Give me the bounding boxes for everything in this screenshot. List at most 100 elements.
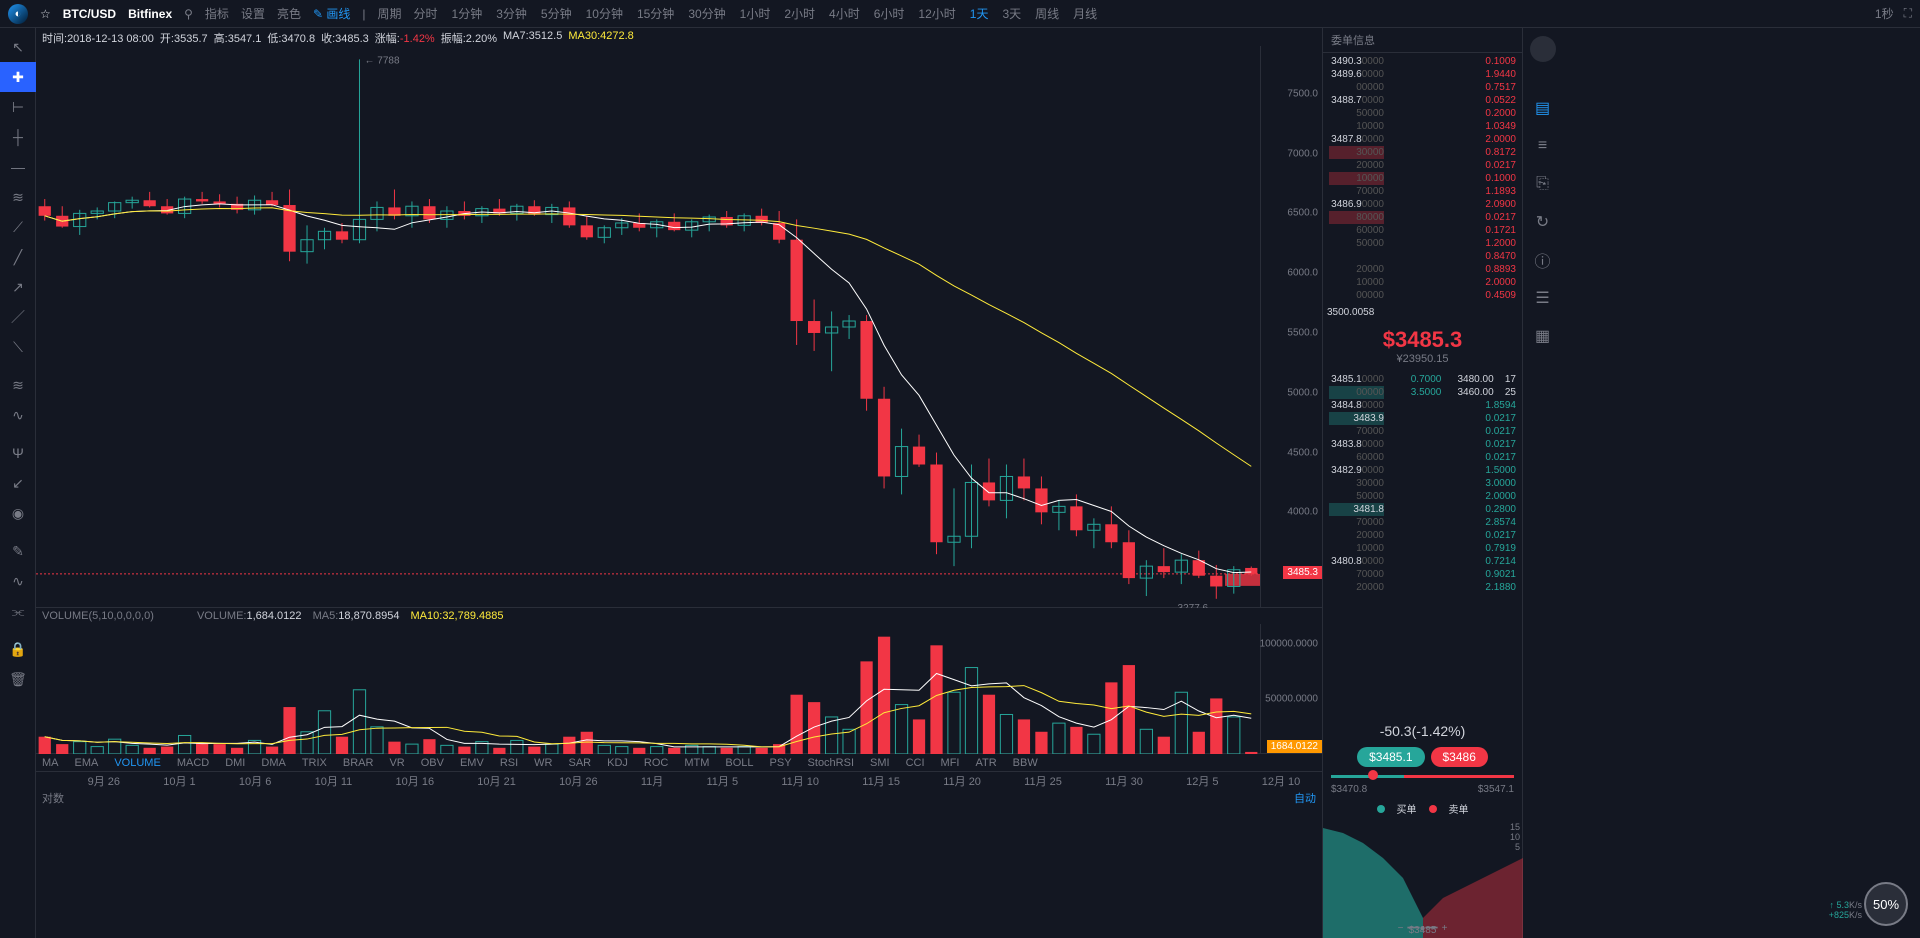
timeframe-3分钟[interactable]: 3分钟 [496,5,527,22]
panel-share-icon[interactable]: ↻ [1529,208,1557,236]
indicator-EMA[interactable]: EMA [75,757,99,769]
crosshair-tool[interactable]: ✚ [0,62,36,92]
speed-indicator: ↑ 5.3K/s +825K/s [1829,900,1862,920]
timeframe-分时[interactable]: 分时 [414,5,438,22]
indicator-SMI[interactable]: SMI [870,757,890,769]
indicator-StochRSI[interactable]: StochRSI [808,757,854,769]
fullscreen-icon[interactable]: ⛶ [1904,6,1912,21]
ray-tool[interactable]: ⟋ [0,212,36,242]
scale-log[interactable]: 对数 [42,790,64,806]
timeframe-15分钟[interactable]: 15分钟 [637,5,674,22]
orderbook-asks[interactable]: 3490.300000.10093489.600001.9440000000.7… [1323,53,1522,304]
date-axis: 9月 2610月 110月 610月 1110月 1610月 2110月 261… [36,772,1322,790]
timeframe-group: 分时 1分钟 3分钟 5分钟 10分钟 15分钟 30分钟 1小时 2小时 4小时 6小时 12小时 1… [414,5,1098,22]
timeframe-30分钟[interactable]: 30分钟 [688,5,725,22]
panel-trades-icon[interactable]: ≡ [1529,132,1557,160]
indicator-EMV[interactable]: EMV [460,757,484,769]
indicator-menu[interactable]: 指标 [205,5,229,22]
indicator-OBV[interactable]: OBV [421,757,444,769]
indicator-CCI[interactable]: CCI [906,757,925,769]
draw-mode[interactable]: ✎ 画线 [313,5,350,22]
timeframe-1小时[interactable]: 1小时 [740,5,771,22]
timeframe-月线[interactable]: 月线 [1073,5,1097,22]
volume-axis[interactable]: 100000.000050000.00001684.0122 [1260,624,1322,753]
link-tool[interactable]: ⫘ [0,596,36,626]
timeframe-2小时[interactable]: 2小时 [784,5,815,22]
indicator-VOLUME[interactable]: VOLUME [114,757,160,769]
pencil-tool[interactable]: ✎ [0,536,36,566]
timeframe-5分钟[interactable]: 5分钟 [541,5,572,22]
indicator-ROC[interactable]: ROC [644,757,668,769]
trash-tool[interactable]: 🗑 [0,664,36,694]
indicator-PSY[interactable]: PSY [770,757,792,769]
price-axis[interactable]: 7500.07000.06500.06000.05500.05000.04500… [1260,46,1322,607]
extline-tool[interactable]: ⟍ [0,332,36,362]
search-icon[interactable]: ⚲ [184,7,193,21]
indicator-WR[interactable]: WR [534,757,552,769]
orderbook-bids[interactable]: 3485.100000.70003480.0017000003.50003460… [1323,371,1522,596]
timeframe-6小时[interactable]: 6小时 [874,5,905,22]
sell-button[interactable]: $3486 [1431,747,1488,767]
orderbook-header: 委单信息 [1323,28,1522,53]
fib-tool[interactable]: ∿ [0,400,36,430]
timeframe-3天[interactable]: 3天 [1002,5,1021,22]
gann-tool[interactable]: ↙ [0,468,36,498]
indicator-VR[interactable]: VR [389,757,404,769]
indicator-BOLL[interactable]: BOLL [725,757,753,769]
chart-panel: 时间:2018-12-13 08:00 开:3535.7 高:3547.1 低:… [36,28,1322,938]
pitchfork-tool[interactable]: Ψ [0,438,36,468]
timeframe-1天[interactable]: 1天 [970,5,989,22]
logo-icon[interactable]: ◐ [8,4,28,24]
panel-list-icon[interactable]: ☰ [1529,284,1557,312]
refresh-1s[interactable]: 1秒 [1875,5,1894,22]
symbol[interactable]: BTC/USD [63,7,116,21]
buy-button[interactable]: $3485.1 [1357,747,1424,767]
price-slider[interactable]: $3470.8$3547.1 [1323,771,1522,799]
lock-tool[interactable]: 🔒 [0,634,36,664]
indicator-SAR[interactable]: SAR [568,757,591,769]
channel-tool[interactable]: ≋ [0,182,36,212]
timeframe-12小时[interactable]: 12小时 [918,5,955,22]
scale-auto[interactable]: 自动 [1294,790,1316,806]
panel-calendar-icon[interactable]: ▦ [1529,322,1557,350]
timeframe-4小时[interactable]: 4小时 [829,5,860,22]
price-chart[interactable]: ← 77883277.6 → 7500.07000.06500.06000.05… [36,46,1322,608]
theme-toggle[interactable]: 亮色 [277,5,301,22]
pattern-tool[interactable]: ≋ [0,370,36,400]
indicator-BRAR[interactable]: BRAR [343,757,374,769]
trendline-tool[interactable]: ╱ [0,242,36,272]
volume-chart[interactable]: 100000.000050000.00001684.0122 [36,624,1322,754]
indicator-MFI[interactable]: MFI [941,757,960,769]
settings-menu[interactable]: 设置 [241,5,265,22]
drawline-tool[interactable]: ／ [0,302,36,332]
indicator-MTM[interactable]: MTM [684,757,709,769]
hline-tool[interactable]: ― [0,152,36,182]
panel-orderbook-icon[interactable]: ▤ [1529,94,1557,122]
timeframe-10分钟[interactable]: 10分钟 [586,5,623,22]
indicator-bar: MA EMA VOLUME MACD DMI DMA TRIX BRAR VR OBV EMV RSI… [36,754,1322,772]
indicator-MACD[interactable]: MACD [177,757,209,769]
arrow-tool[interactable]: ↗ [0,272,36,302]
ruler-tool[interactable]: ⊢ [0,92,36,122]
vline-tool[interactable]: ┼ [0,122,36,152]
percent-badge[interactable]: 50% [1864,882,1908,926]
panel-copy-icon[interactable]: ⎘ [1529,170,1557,198]
timeframe-1分钟[interactable]: 1分钟 [452,5,483,22]
depth-chart[interactable]: 15105 $3485 −━━●━━+ [1323,818,1522,938]
indicator-ATR[interactable]: ATR [975,757,996,769]
brush-tool[interactable]: ∿ [0,566,36,596]
indicator-DMA[interactable]: DMA [261,757,285,769]
timeframe-周线[interactable]: 周线 [1035,5,1059,22]
star-icon[interactable]: ☆ [40,7,51,21]
indicator-TRIX[interactable]: TRIX [302,757,327,769]
indicator-RSI[interactable]: RSI [500,757,518,769]
panel-info-icon[interactable]: ⓘ [1529,246,1557,274]
circle-tool[interactable]: ◉ [0,498,36,528]
indicator-DMI[interactable]: DMI [225,757,245,769]
avatar-icon[interactable] [1530,36,1556,62]
indicator-BBW[interactable]: BBW [1013,757,1038,769]
right-toolbar: ▤ ≡ ⎘ ↻ ⓘ ☰ ▦ [1522,28,1562,938]
cursor-tool[interactable]: ↖ [0,32,36,62]
indicator-MA[interactable]: MA [42,757,59,769]
indicator-KDJ[interactable]: KDJ [607,757,628,769]
